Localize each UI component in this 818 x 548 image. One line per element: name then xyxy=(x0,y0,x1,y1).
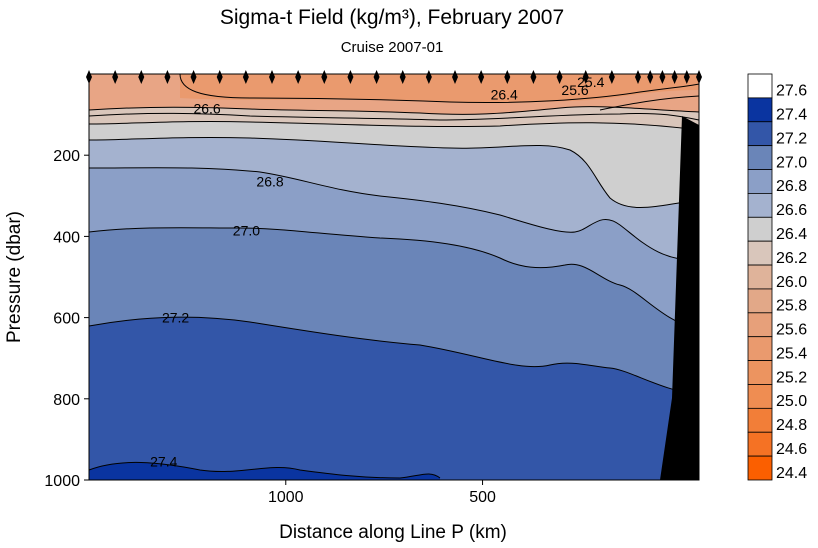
colorbar-label: 25.2 xyxy=(776,369,807,386)
colorbar-label: 27.0 xyxy=(776,154,807,171)
band-27-4 xyxy=(89,462,440,480)
colorbar-label: 27.2 xyxy=(776,130,807,147)
contour-line-26-0 xyxy=(88,120,700,131)
colorbar-swatch xyxy=(747,407,773,433)
y-tick-label: 800 xyxy=(53,392,80,409)
plot-frame xyxy=(88,73,700,481)
colorbar-swatch xyxy=(747,73,773,99)
x-axis-label: Distance along Line P (km) xyxy=(279,522,507,543)
colorbar-swatch xyxy=(747,240,773,266)
contour-label: 25.6 xyxy=(561,82,588,98)
x-axis: 1000 500 xyxy=(268,480,496,506)
colorbar-label: 26.4 xyxy=(776,226,807,243)
colorbar-label: 24.4 xyxy=(776,465,807,482)
colorbar-swatch xyxy=(747,360,773,385)
contour-label: 27.4 xyxy=(150,454,177,470)
band-27-0 xyxy=(89,227,699,395)
contour-label: 26.6 xyxy=(193,101,220,117)
colorbar-label: 26.2 xyxy=(776,250,807,267)
colorbar: 27.6 27.4 27.2 27.0 26.8 26.6 26.4 26.2 26.0 25.8… xyxy=(747,73,807,482)
colorbar-swatch xyxy=(747,169,773,194)
contour-label: 27.0 xyxy=(233,222,260,238)
band-25-2 xyxy=(180,74,699,103)
contour-line-25-6 xyxy=(88,106,700,115)
colorbar-label: 25.6 xyxy=(776,322,807,339)
contour-line-25-2 xyxy=(599,95,700,111)
contour-line-26-4 xyxy=(88,136,700,208)
contour-label: 27.2 xyxy=(162,310,189,326)
band-26-4 xyxy=(89,121,699,208)
colorbar-label: 27.4 xyxy=(776,107,807,124)
colorbar-swatch xyxy=(747,336,773,361)
contour-line-26-8 xyxy=(88,227,700,331)
chart-title: Sigma-t Field (kg/m³), February 2007 xyxy=(220,6,564,29)
colorbar-label: 24.8 xyxy=(776,417,807,434)
y-tick-label: 200 xyxy=(53,148,80,165)
contour-label: 26.8 xyxy=(256,174,283,190)
colorbar-swatch xyxy=(747,288,773,314)
colorbar-label: 24.6 xyxy=(776,441,807,458)
colorbar-swatch xyxy=(747,145,773,170)
colorbar-swatch xyxy=(747,384,773,409)
y-axis-label: Pressure (dbar) xyxy=(4,211,25,343)
contour-line-27-0 xyxy=(88,316,700,396)
y-tick-label: 1000 xyxy=(44,473,80,490)
contour-labels: 25.425.6 26.4 26.6 26.8 27.0 27.2 27.4 xyxy=(150,74,604,470)
band-26-8 xyxy=(89,167,699,330)
band-27-2 xyxy=(89,317,699,480)
contour-label: 26.4 xyxy=(491,86,518,102)
x-tick-label: 500 xyxy=(469,489,496,506)
bathymetry-shape xyxy=(660,116,699,480)
colorbar-label: 25.4 xyxy=(776,345,807,362)
x-tick-label: 1000 xyxy=(268,489,304,506)
plot-area: 25.425.6 26.4 26.6 26.8 27.0 27.2 27.4 xyxy=(86,70,702,481)
contour-line-26-6 xyxy=(88,167,700,261)
colorbar-label: 26.0 xyxy=(776,274,807,291)
colorbar-swatch xyxy=(747,216,773,242)
contour-line-27-2 xyxy=(88,461,441,479)
colorbar-label: 27.6 xyxy=(776,83,807,100)
colorbar-label: 25.0 xyxy=(776,393,807,410)
colorbar-swatch xyxy=(747,312,773,338)
y-axis: 200 400 600 800 1000 xyxy=(44,148,89,490)
y-tick-label: 600 xyxy=(53,311,80,328)
band-26-6 xyxy=(89,137,699,261)
colorbar-swatch xyxy=(747,455,773,481)
colorbar-swatch xyxy=(747,193,773,218)
contour-label: 25.4 xyxy=(577,74,604,90)
colorbar-swatch xyxy=(747,121,773,147)
colorbar-label: 26.6 xyxy=(776,202,807,219)
colorbar-label: 25.8 xyxy=(776,298,807,315)
y-tick-label: 400 xyxy=(53,229,80,246)
contour-line-25-8 xyxy=(88,112,700,121)
chart-subtitle: Cruise 2007-01 xyxy=(341,39,444,56)
contour-line-25-4 xyxy=(179,73,700,103)
colorbar-swatch xyxy=(747,97,773,123)
colorbar-swatch xyxy=(747,264,773,290)
colorbar-swatch xyxy=(747,431,773,457)
colorbar-label: 26.8 xyxy=(776,178,807,195)
contour-lines xyxy=(88,73,700,479)
